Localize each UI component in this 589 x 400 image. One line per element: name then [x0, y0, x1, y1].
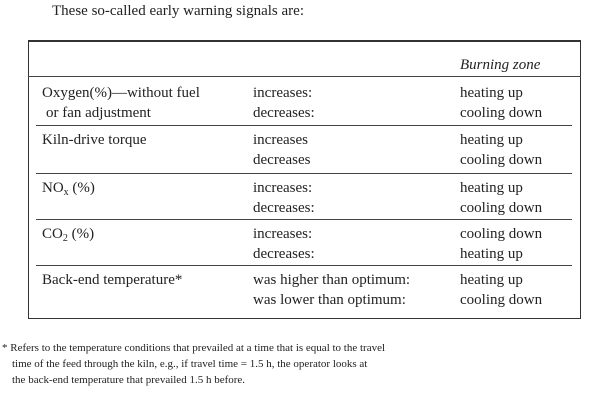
row-label: Kiln-drive torque — [42, 132, 147, 148]
zone-effect: cooling down — [460, 105, 543, 121]
change: decreases: — [253, 246, 315, 262]
change: was lower than optimum: — [253, 292, 406, 308]
row-label: Back-end temperature* — [42, 272, 183, 288]
zone-effect: heating up — [460, 180, 523, 196]
row-label: Oxygen(%)—without fuel — [42, 85, 200, 101]
label-text: NO — [42, 180, 64, 196]
row-label: CO2 (%) — [42, 225, 95, 244]
footnote-line: time of the feed through the kiln, e.g.,… — [12, 358, 368, 370]
label-subscript: x — [63, 187, 69, 198]
row-rule — [36, 173, 572, 174]
header-rule — [28, 76, 581, 77]
change: increases: — [253, 180, 313, 196]
zone-effect: heating up — [460, 85, 523, 101]
change: decreases — [253, 152, 311, 168]
row-label: NOx (%) — [42, 179, 95, 198]
column-header: Burning zone — [460, 57, 541, 73]
label-subscript: 2 — [62, 233, 68, 244]
change: increases: — [253, 85, 313, 101]
row-rule — [36, 125, 572, 126]
footnote-line: the back-end temperature that prevailed … — [12, 374, 246, 386]
zone-effect: heating up — [460, 132, 523, 148]
zone-effect: cooling down — [460, 292, 543, 308]
label-text: CO — [42, 226, 63, 242]
change: increases: — [253, 226, 313, 242]
change: increases — [253, 132, 308, 148]
zone-effect: cooling down — [460, 226, 543, 242]
footnote-line: * Refers to the temperature conditions t… — [2, 342, 386, 354]
zone-effect: cooling down — [460, 200, 543, 216]
row-rule — [36, 265, 572, 266]
label-text: (%) — [67, 226, 95, 242]
row-rule — [36, 219, 572, 220]
zone-effect: heating up — [460, 272, 523, 288]
intro: These so-called early warning signals ar… — [52, 3, 304, 19]
change: was higher than optimum: — [253, 272, 411, 288]
label-text: (%) — [68, 180, 95, 196]
zone-effect: heating up — [460, 246, 523, 262]
row-label: or fan adjustment — [46, 105, 151, 121]
change: decreases: — [253, 200, 315, 216]
table-frame — [28, 40, 581, 319]
change: decreases: — [253, 105, 315, 121]
zone-effect: cooling down — [460, 152, 543, 168]
